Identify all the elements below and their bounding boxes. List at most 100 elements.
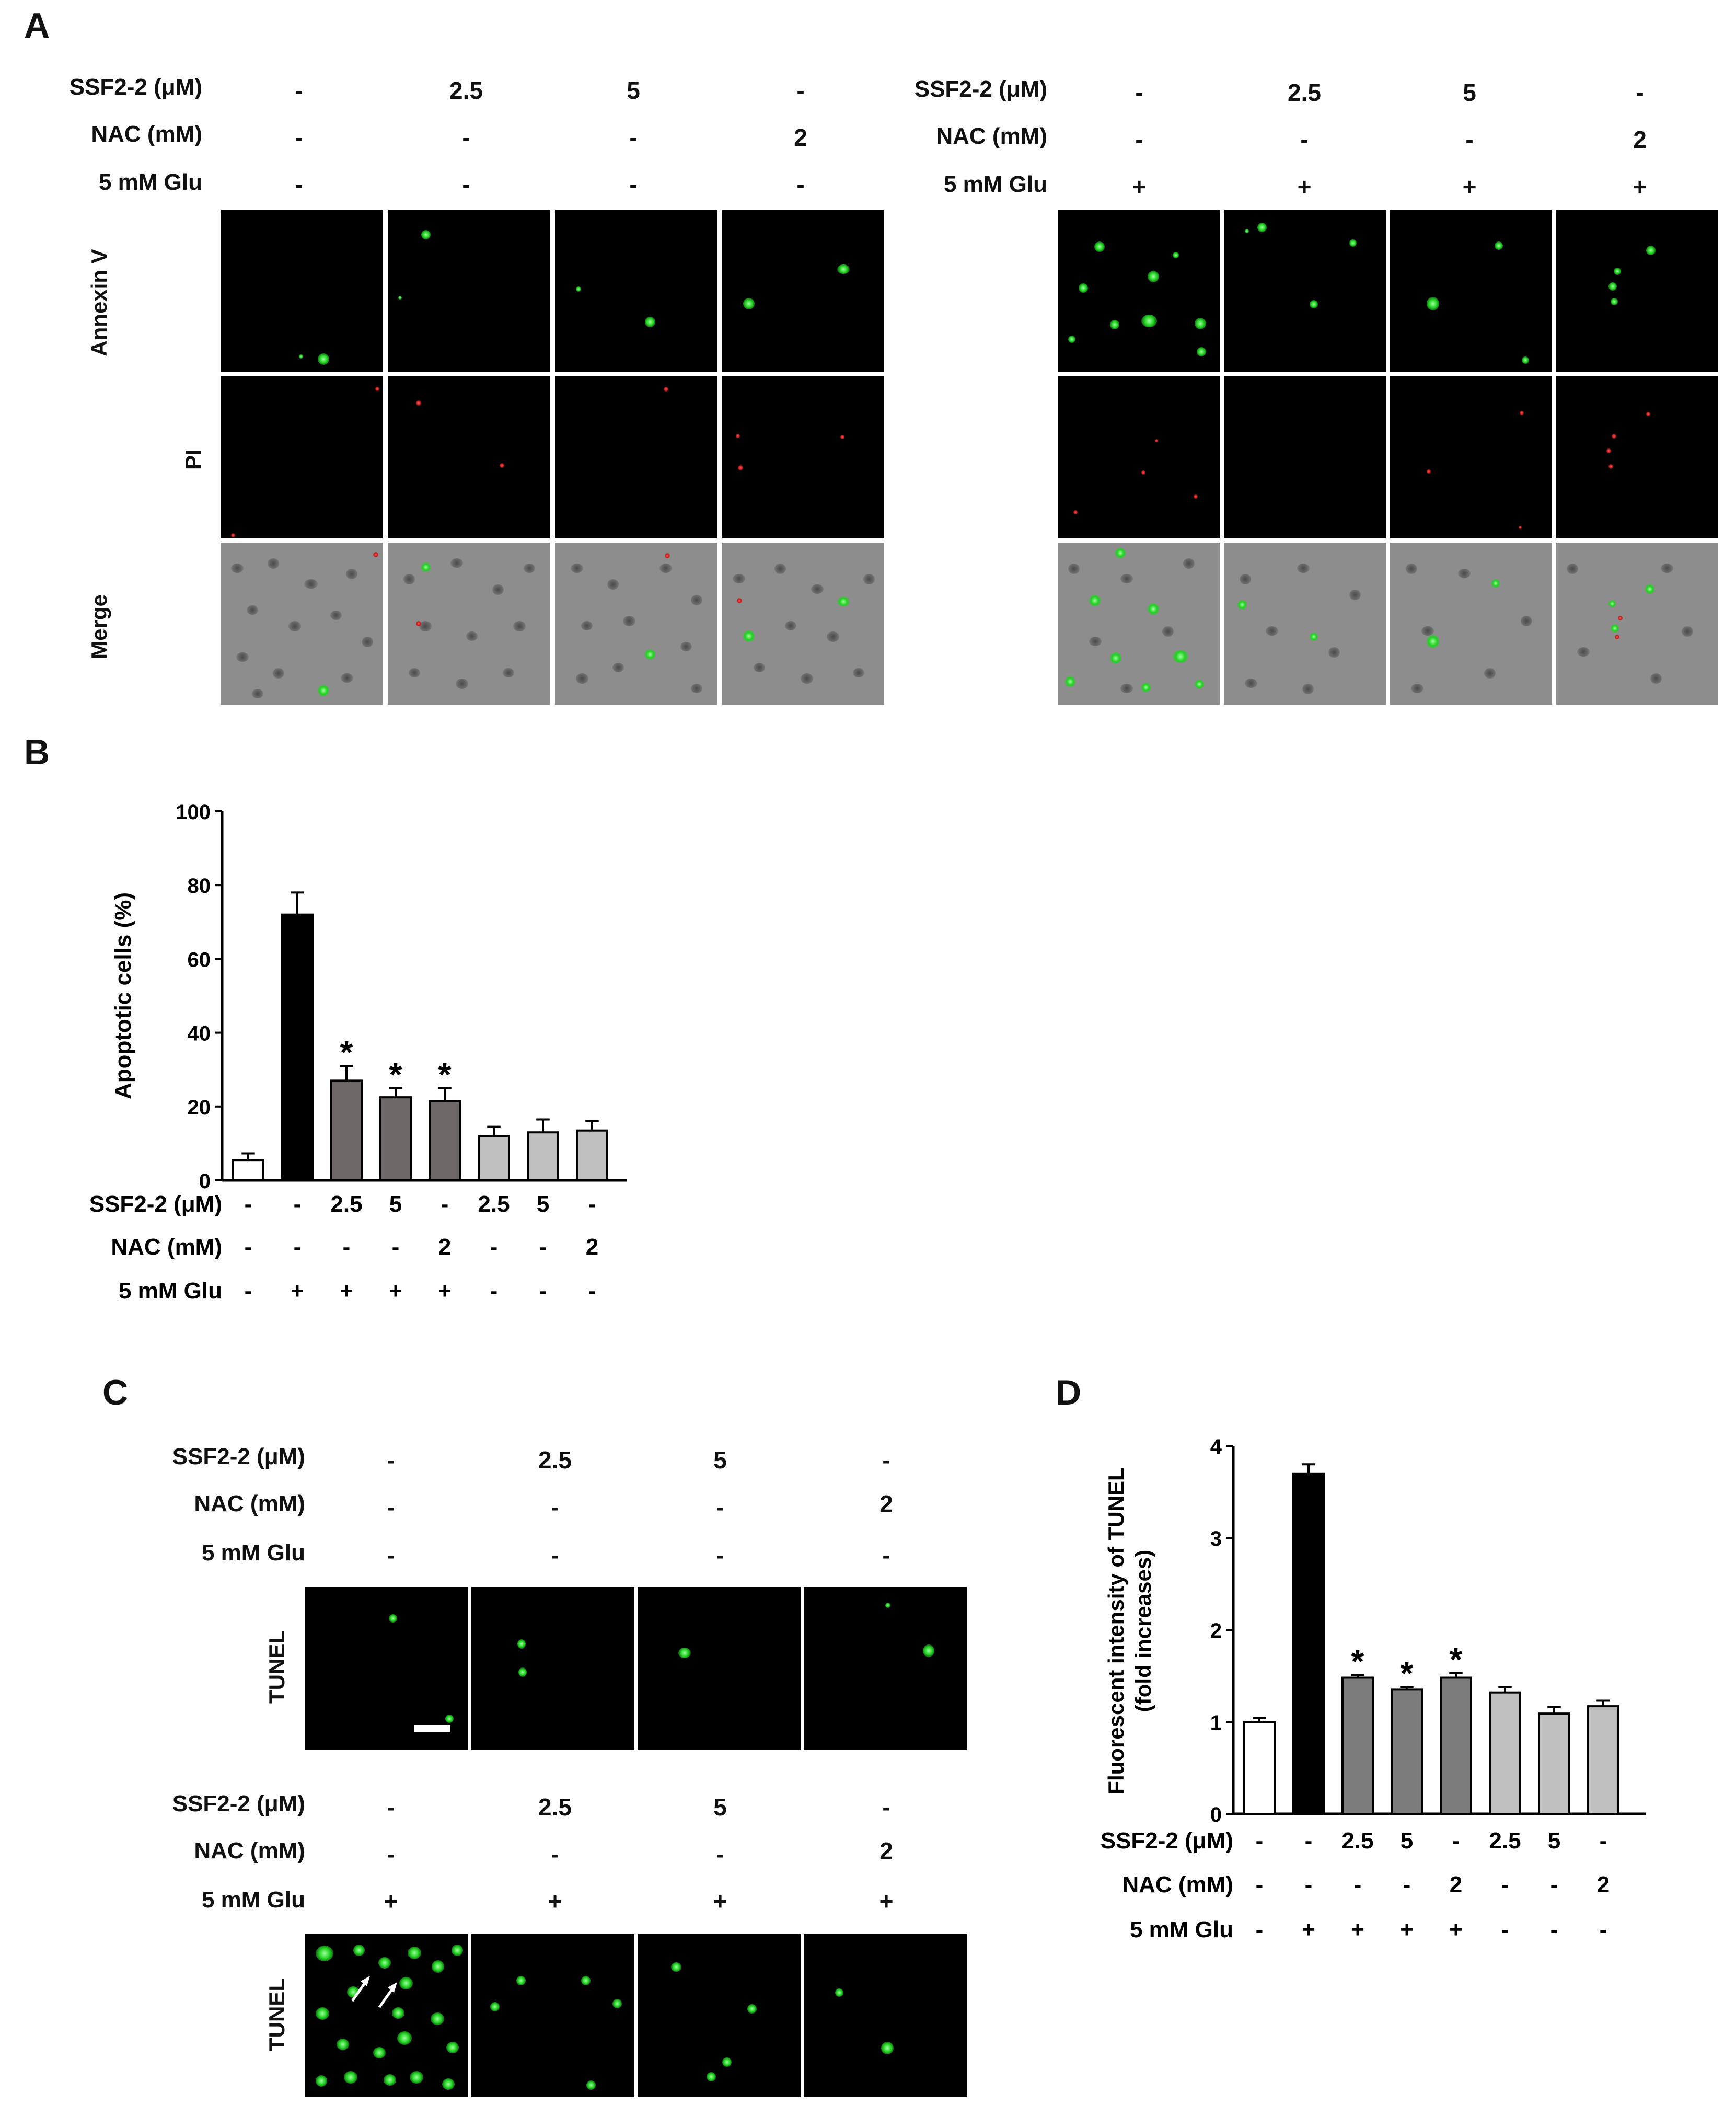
merge-image bbox=[1556, 543, 1718, 705]
merge-red-cell bbox=[416, 621, 421, 626]
cond-value: 5 bbox=[1548, 1828, 1560, 1854]
tunel-positive-cell bbox=[581, 1976, 591, 1985]
significance-star: * bbox=[340, 1033, 353, 1071]
tunel-positive-cell bbox=[885, 1603, 890, 1608]
cond-value: 2.5 bbox=[1489, 1828, 1521, 1854]
merge-green-cell bbox=[1148, 603, 1159, 615]
cond-value: + bbox=[1449, 1917, 1463, 1942]
tunel-image bbox=[804, 1587, 967, 1750]
cond-value: - bbox=[387, 1841, 395, 1868]
glu-row-label: 5 mM Glu bbox=[201, 1540, 305, 1566]
bar bbox=[576, 1129, 608, 1181]
cond-value: - bbox=[882, 1793, 890, 1821]
cond-value: + bbox=[879, 1888, 894, 1915]
cond-value: - bbox=[462, 124, 470, 151]
cond-value: 2.5 bbox=[449, 77, 483, 104]
cond-value: 5 bbox=[1463, 79, 1476, 106]
annexin-positive-cell bbox=[1148, 271, 1159, 282]
cond-value: + bbox=[384, 1888, 398, 1915]
annexin-positive-cell bbox=[576, 286, 581, 292]
cond-value: - bbox=[551, 1841, 559, 1868]
pi-image bbox=[388, 376, 550, 538]
cond-value: + bbox=[291, 1278, 304, 1304]
tunel-image bbox=[305, 1587, 468, 1750]
tunel-positive-cell bbox=[399, 1977, 413, 1990]
y-tick-label: 3 bbox=[1210, 1527, 1222, 1550]
annexin-positive-cell bbox=[1614, 268, 1621, 275]
merge-image bbox=[1390, 543, 1552, 705]
nac-row-label: NAC (mM) bbox=[91, 121, 202, 147]
cond-value: - bbox=[1550, 1917, 1558, 1942]
merge-image bbox=[722, 543, 884, 705]
y-tick-label: 0 bbox=[1210, 1803, 1222, 1826]
tunel-image bbox=[804, 1934, 967, 2097]
tunel-image bbox=[638, 1934, 801, 2097]
arrow-annotations bbox=[351, 1976, 397, 2008]
pi-image bbox=[221, 376, 383, 538]
tunel-positive-cell bbox=[671, 1962, 681, 1972]
annexin-positive-cell bbox=[1245, 229, 1249, 233]
cond-value: - bbox=[1501, 1917, 1509, 1942]
annexin-image bbox=[1390, 210, 1552, 372]
annexin-positive-cell bbox=[1495, 242, 1503, 250]
nac-row-label: NAC (mM) bbox=[194, 1491, 305, 1516]
cond-value: - bbox=[387, 1493, 395, 1521]
bar bbox=[281, 913, 314, 1181]
ssf-row-label: SSF2-2 (μM) bbox=[172, 1444, 305, 1469]
cond-value: + bbox=[340, 1278, 353, 1304]
cond-value: - bbox=[245, 1234, 252, 1260]
tunel-positive-cell bbox=[344, 2071, 357, 2084]
annexin-positive-cell bbox=[1173, 252, 1179, 258]
cond-value: - bbox=[245, 1191, 252, 1217]
bar bbox=[1341, 1676, 1374, 1815]
cond-value: + bbox=[548, 1888, 562, 1915]
arrow-icon bbox=[351, 1976, 370, 2002]
chart-d-ylabel: Fluorescent intensity of TUNEL bbox=[1104, 1467, 1128, 1794]
tunel-image bbox=[471, 1587, 634, 1750]
bar bbox=[1587, 1705, 1619, 1815]
annexin-positive-cell bbox=[318, 353, 329, 365]
cond-value: - bbox=[539, 1234, 547, 1260]
cond-value: - bbox=[1256, 1828, 1264, 1854]
pi-positive-cell bbox=[1520, 411, 1524, 415]
bar bbox=[379, 1096, 412, 1182]
ssf-row-label: SSF2-2 (μM) bbox=[914, 76, 1047, 102]
cond-value: - bbox=[588, 1278, 596, 1304]
pi-image bbox=[722, 376, 884, 538]
bar bbox=[1243, 1721, 1276, 1815]
pi-positive-cell bbox=[738, 465, 743, 470]
merge-green-cell bbox=[1608, 600, 1616, 607]
cond-value: - bbox=[1403, 1872, 1411, 1898]
tunel-image bbox=[471, 1934, 634, 2097]
tunel-positive-cell bbox=[517, 1639, 526, 1649]
merge-green-cell bbox=[1310, 632, 1318, 641]
pi-positive-cell bbox=[1646, 412, 1650, 416]
cond-value: - bbox=[1600, 1917, 1607, 1942]
pi-positive-cell bbox=[416, 400, 421, 406]
panel-letter-a: A bbox=[24, 6, 50, 45]
y-tick-label: 60 bbox=[188, 948, 211, 971]
tunel-positive-cell bbox=[378, 1957, 391, 1969]
cond-value: 2.5 bbox=[538, 1446, 572, 1474]
y-tick-label: 1 bbox=[1210, 1711, 1222, 1734]
merge-red-cell bbox=[373, 552, 378, 557]
cond-value: 5 bbox=[627, 77, 640, 104]
y-tick-label: 20 bbox=[188, 1096, 211, 1119]
cond-value: 2.5 bbox=[330, 1191, 362, 1217]
merge-row-label: Merge bbox=[87, 594, 111, 659]
pi-positive-cell bbox=[736, 434, 740, 438]
cond-value: - bbox=[1305, 1872, 1313, 1898]
annexin-positive-cell bbox=[1079, 283, 1088, 293]
tunel-positive-cell bbox=[586, 2080, 596, 2090]
annexin-image bbox=[1058, 210, 1220, 372]
cond-value: + bbox=[713, 1888, 727, 1915]
cond-value: - bbox=[1465, 126, 1474, 153]
merge-green-cell bbox=[1195, 680, 1204, 689]
pi-positive-cell bbox=[1155, 439, 1158, 442]
tunel-positive-cell bbox=[442, 2078, 455, 2090]
tunel-positive-cell bbox=[410, 2071, 423, 2084]
merge-green-cell bbox=[1173, 650, 1188, 663]
cond-value: 2 bbox=[1597, 1872, 1610, 1898]
bar bbox=[1440, 1676, 1472, 1815]
annexin-positive-cell bbox=[1646, 246, 1656, 255]
